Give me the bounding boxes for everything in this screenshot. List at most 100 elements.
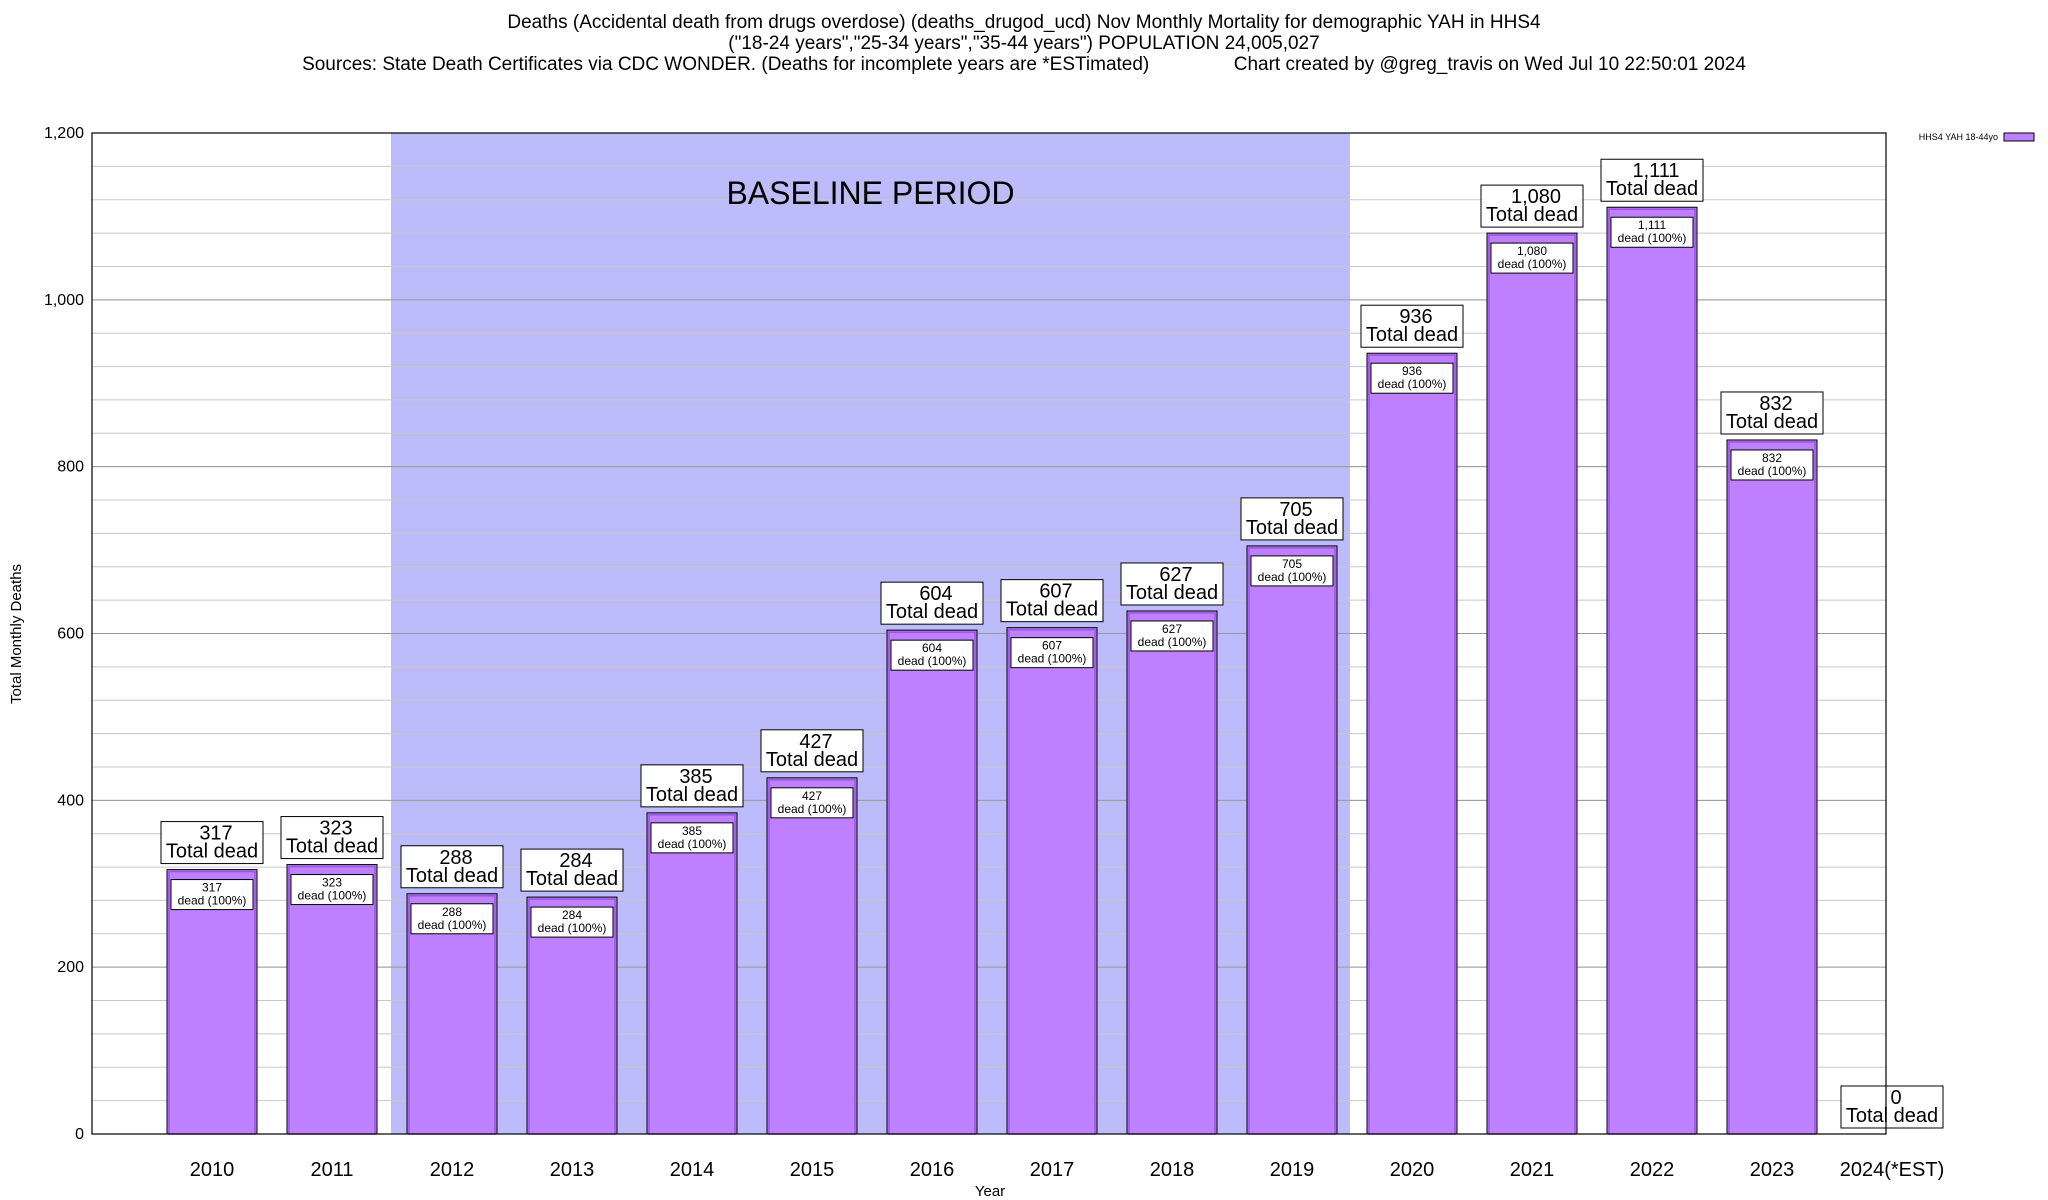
total-value-box — [1480, 184, 1584, 228]
total-value-box — [1720, 391, 1824, 435]
total-value-box — [160, 821, 264, 865]
legend-label: HHS4 YAH 18-44yo — [1919, 132, 1998, 142]
x-tick-label: 2024(*EST) — [1840, 1159, 1945, 1181]
bar — [1606, 206, 1698, 1135]
plot-frame — [91, 132, 1887, 1135]
inner-percent-label: dead (100%) — [658, 837, 727, 851]
total-value-box — [640, 764, 744, 808]
x-tick-label: 2016 — [910, 1159, 955, 1181]
inner-value-box — [410, 903, 494, 935]
legend-swatch — [2003, 132, 2035, 142]
inner-value-label: 1,111 — [1638, 218, 1667, 232]
inner-percent-label: dead (100%) — [178, 894, 247, 908]
chart-title-line-3: Sources: State Death Certificates via CD… — [302, 54, 1746, 75]
y-tick-label: 200 — [57, 959, 84, 976]
total-dead-label: Total dead — [1486, 204, 1578, 226]
inner-value-label: 604 — [922, 641, 942, 655]
y-tick-label: 400 — [57, 792, 84, 809]
y-tick-label: 1,200 — [44, 125, 84, 142]
total-value-label: 323 — [319, 818, 352, 840]
total-dead-label: Total dead — [1726, 411, 1818, 433]
inner-value-label: 323 — [322, 876, 342, 890]
baseline-period-label: BASELINE PERIOD — [726, 175, 1014, 211]
total-value-label: 427 — [799, 731, 832, 753]
x-tick-label: 2012 — [430, 1159, 475, 1181]
total-value-label: 604 — [919, 583, 952, 605]
total-value-label: 317 — [199, 823, 232, 845]
bar — [286, 864, 378, 1135]
bar — [1726, 439, 1818, 1135]
total-value-box — [880, 581, 984, 625]
inner-percent-label: dead (100%) — [1018, 652, 1087, 666]
chart-title-line-1: Deaths (Accidental death from drugs over… — [507, 12, 1541, 33]
y-tick-label: 1,000 — [44, 292, 84, 309]
inner-value-box — [1490, 242, 1574, 274]
total-value-label: 936 — [1399, 306, 1432, 328]
inner-value-box — [890, 639, 974, 671]
inner-percent-label: dead (100%) — [538, 921, 607, 935]
total-value-label: 1,080 — [1511, 186, 1561, 208]
total-value-box — [400, 845, 504, 889]
total-value-label: 832 — [1759, 393, 1792, 415]
x-tick-label: 2010 — [190, 1159, 235, 1181]
inner-percent-label: dead (100%) — [1498, 257, 1567, 271]
inner-value-label: 288 — [442, 905, 462, 919]
inner-percent-label: dead (100%) — [898, 654, 967, 668]
total-dead-label: Total dead — [766, 749, 858, 771]
total-dead-label: Total dead — [1126, 582, 1218, 604]
total-value-box — [520, 848, 624, 892]
total-value-label: 705 — [1279, 499, 1312, 521]
total-value-box — [280, 816, 384, 860]
total-dead-label: Total dead — [286, 836, 378, 858]
y-tick-label: 800 — [57, 459, 84, 476]
bar — [1006, 627, 1098, 1135]
inner-value-box — [530, 906, 614, 938]
total-value-label: 627 — [1159, 564, 1192, 586]
x-tick-label: 2017 — [1030, 1159, 1075, 1181]
x-tick-label: 2019 — [1270, 1159, 1315, 1181]
total-dead-label: Total dead — [166, 841, 258, 863]
x-tick-label: 2011 — [310, 1159, 353, 1181]
bar — [1366, 352, 1458, 1135]
total-value-box — [1360, 304, 1464, 348]
bar — [166, 869, 258, 1135]
total-value-box — [1120, 562, 1224, 606]
x-axis-label: Year — [975, 1183, 1005, 1200]
total-value-label: 385 — [679, 766, 712, 788]
inner-value-label: 427 — [802, 789, 822, 803]
bar — [766, 777, 858, 1135]
inner-value-label: 317 — [202, 881, 222, 895]
x-tick-label: 2023 — [1750, 1159, 1795, 1181]
x-tick-label: 2018 — [1150, 1159, 1195, 1181]
legend: HHS4 YAH 18-44yo — [1919, 132, 2035, 142]
inner-value-label: 284 — [562, 908, 582, 922]
total-dead-label: Total dead — [1006, 599, 1098, 621]
total-dead-label: Total dead — [1246, 517, 1338, 539]
chart-title-line-2: ("18-24 years","25-34 years","35-44 year… — [728, 33, 1320, 54]
inner-value-box — [1010, 637, 1094, 669]
inner-value-box — [1130, 620, 1214, 652]
inner-percent-label: dead (100%) — [1258, 570, 1327, 584]
inner-value-label: 385 — [682, 824, 702, 838]
total-dead-label: Total dead — [886, 601, 978, 623]
total-value-box — [1240, 497, 1344, 541]
total-value-box — [1840, 1085, 1944, 1129]
inner-value-label: 627 — [1162, 622, 1182, 636]
x-tick-label: 2022 — [1630, 1159, 1675, 1181]
total-value-label: 0 — [1890, 1087, 1901, 1109]
inner-percent-label: dead (100%) — [1738, 464, 1807, 478]
inner-value-box — [1250, 555, 1334, 587]
inner-value-label: 936 — [1402, 364, 1422, 378]
total-value-box — [1600, 158, 1704, 202]
total-dead-label: Total dead — [646, 784, 738, 806]
x-tick-label: 2020 — [1390, 1159, 1435, 1181]
inner-value-box — [1610, 216, 1694, 248]
inner-value-label: 832 — [1762, 451, 1782, 465]
total-dead-label: Total dead — [526, 868, 618, 890]
total-dead-label: Total dead — [1846, 1105, 1938, 1127]
x-tick-label: 2021 — [1510, 1159, 1555, 1181]
inner-percent-label: dead (100%) — [1618, 231, 1687, 245]
x-tick-label: 2013 — [550, 1159, 595, 1181]
inner-value-box — [290, 874, 374, 906]
